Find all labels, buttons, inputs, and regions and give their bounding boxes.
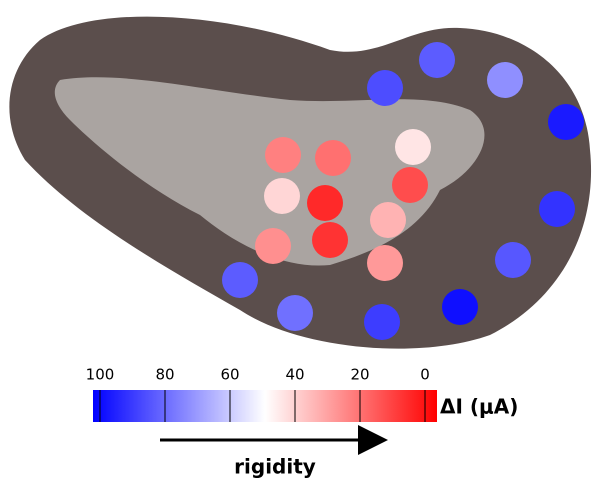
colorbar-tick-label: 0	[420, 366, 430, 384]
measurement-point	[367, 245, 403, 281]
colorbar	[93, 390, 437, 422]
measurement-point	[315, 140, 351, 176]
measurement-point	[395, 129, 431, 165]
measurement-point	[419, 42, 455, 78]
colorbar-tick-label: 40	[285, 366, 304, 384]
measurement-point	[307, 185, 343, 221]
colorbar-label: ΔI (μA)	[440, 395, 518, 419]
measurement-point	[487, 62, 523, 98]
measurement-point	[370, 202, 406, 238]
measurement-point	[312, 222, 348, 258]
measurement-point	[277, 295, 313, 331]
colorbar-tick-label: 60	[220, 366, 239, 384]
measurement-point	[442, 289, 478, 325]
measurement-point	[367, 70, 403, 106]
measurement-point	[364, 304, 400, 340]
measurement-point	[495, 242, 531, 278]
measurement-point	[265, 137, 301, 173]
measurement-point	[539, 191, 575, 227]
colorbar-tick-label: 100	[86, 366, 115, 384]
measurement-point	[255, 228, 291, 264]
measurement-point	[222, 262, 258, 298]
measurement-point	[264, 178, 300, 214]
chart: ΔI (μA) rigidity 100 80 60 40 20 0	[0, 0, 598, 486]
measurement-point	[548, 104, 584, 140]
colorbar-tick-label: 20	[350, 366, 369, 384]
measurement-point	[392, 167, 428, 203]
arrow-label: rigidity	[234, 455, 316, 479]
colorbar-tick-label: 80	[155, 366, 174, 384]
